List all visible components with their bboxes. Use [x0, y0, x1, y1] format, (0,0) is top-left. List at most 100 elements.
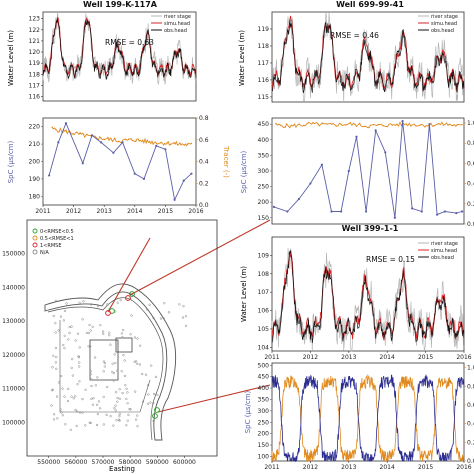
- spc-point: [374, 129, 377, 132]
- well-marker-na: [163, 302, 166, 305]
- y-tick-label: 119: [29, 60, 41, 67]
- y2-tick-group: 0.0 0.2 0.4 0.6 0.8: [196, 115, 209, 209]
- map-legend-marker-red: [32, 242, 38, 248]
- spc-point: [443, 210, 446, 213]
- chart-well-199-k-117a: Well 199-K-117A 116 117 118 119 120 121 122 123…: [7, 0, 197, 102]
- well-marker-na: [114, 404, 117, 407]
- y-tick-label: 116: [258, 77, 270, 84]
- x-tick-label: 2016: [456, 354, 471, 361]
- x-tick-label: 2012: [303, 354, 318, 361]
- well-marker-na: [152, 316, 155, 320]
- spc-point: [121, 141, 124, 144]
- y-tick-label: 107: [258, 289, 270, 296]
- well-marker-na: [102, 395, 105, 398]
- well-marker-na: [136, 414, 139, 417]
- map-legend-label: 1<RMSE: [40, 243, 62, 249]
- well-marker-na: [118, 415, 121, 418]
- well-marker-na: [81, 397, 84, 401]
- spc-point: [384, 151, 387, 154]
- well-marker-na: [133, 360, 136, 364]
- well-marker-na: [62, 343, 65, 347]
- well-marker-na: [60, 411, 63, 414]
- well-marker-na: [133, 336, 137, 339]
- well-marker-na: [94, 384, 97, 387]
- well-marker-na: [146, 402, 150, 405]
- site-boundary: [44, 283, 177, 441]
- well-marker-na: [156, 393, 159, 396]
- y-tick-label: 117: [29, 82, 41, 89]
- x-tick-label: 550000: [37, 459, 60, 466]
- well-marker-na: [148, 303, 151, 306]
- well-marker-na: [88, 323, 91, 327]
- well-marker-na: [76, 410, 79, 413]
- x-tick-group: 2011 2012 2013 2014 2015 2016: [264, 461, 472, 471]
- well-marker-na: [112, 379, 115, 382]
- well-marker-na: [51, 366, 54, 369]
- well-marker-na: [108, 334, 111, 337]
- y-tick-label: 200: [258, 199, 270, 206]
- chart-well-699-99-41: Well 699-99-41 115 116 117 118 119 Water Lev…: [238, 0, 465, 103]
- y-tick-label: 0.8: [199, 115, 209, 122]
- well-marker-na: [50, 404, 53, 407]
- well-marker-na: [139, 344, 142, 347]
- spc-point: [460, 210, 464, 213]
- well-marker-na: [67, 387, 70, 391]
- y-tick-label: 0.2: [467, 439, 474, 446]
- well-marker-na: [66, 399, 70, 403]
- well-marker-na: [162, 317, 165, 320]
- well-marker-na: [89, 303, 93, 306]
- x-tick-label: 2015: [158, 208, 173, 215]
- y-axis-label: Water Level (m): [240, 266, 248, 322]
- well-marker-na: [87, 331, 91, 335]
- well-marker-na: [106, 303, 109, 306]
- well-marker-na: [112, 424, 115, 427]
- well-marker-na: [89, 373, 92, 376]
- map-highlight-markers: [105, 291, 160, 419]
- y-tick-group: 100000 110000 120000 130000 140000 150000: [2, 251, 25, 427]
- chart-well-399-1-1: Well 399-1-1 104 105 106 107 108 109 2011 2012…: [240, 224, 472, 361]
- y-tick-label: 450: [258, 374, 270, 381]
- river-outline-inner: [47, 297, 164, 441]
- series-group: [42, 11, 197, 86]
- y-tick-label: 140000: [2, 284, 25, 291]
- well-marker-na: [96, 376, 99, 379]
- map-frame: [26, 219, 218, 457]
- well-marker-na: [56, 417, 59, 420]
- plot-frame: [271, 236, 465, 352]
- well-marker-na: [113, 353, 116, 356]
- x-tick-label: 2013: [97, 208, 112, 215]
- series-group: [272, 120, 464, 219]
- spc-point: [355, 135, 358, 138]
- well-marker-na: [90, 378, 93, 381]
- connector-line: [157, 384, 271, 413]
- well-marker-na: [97, 400, 101, 403]
- y-axis-label: Water Level (m): [7, 30, 15, 86]
- x-tick-label: 2014: [380, 464, 395, 471]
- well-marker-na: [67, 338, 70, 341]
- well-marker-na: [84, 388, 87, 391]
- spc-point: [411, 207, 414, 210]
- spc-point: [57, 141, 60, 144]
- well-marker-na: [87, 345, 90, 348]
- y-tick-label: 0.4: [467, 421, 474, 428]
- well-marker-na: [119, 298, 122, 302]
- series-line-obs-head: [271, 19, 465, 93]
- y-tick-label: 0.6: [467, 160, 474, 167]
- series-line-tracer: [271, 373, 465, 463]
- y-tick-group: 180 190 200 210 220: [29, 124, 43, 200]
- well-marker-red: [105, 310, 111, 316]
- well-marker-na: [71, 374, 75, 377]
- x-tick-label: 580000: [119, 459, 142, 466]
- well-marker-na: [76, 383, 79, 386]
- area-200-west: [115, 337, 133, 353]
- well-marker-na: [90, 384, 93, 388]
- well-marker-na: [95, 403, 99, 406]
- well-marker-na: [102, 360, 106, 363]
- legend-label-obs: obs.head: [431, 255, 454, 261]
- spc-point: [112, 151, 115, 154]
- well-marker-na: [78, 365, 81, 368]
- well-marker-na: [88, 421, 91, 424]
- x-tick-group: 2011 2012 2013 2014 2015 2016: [35, 205, 204, 215]
- y-tick-label: 150000: [2, 251, 25, 258]
- well-marker-na: [106, 385, 109, 389]
